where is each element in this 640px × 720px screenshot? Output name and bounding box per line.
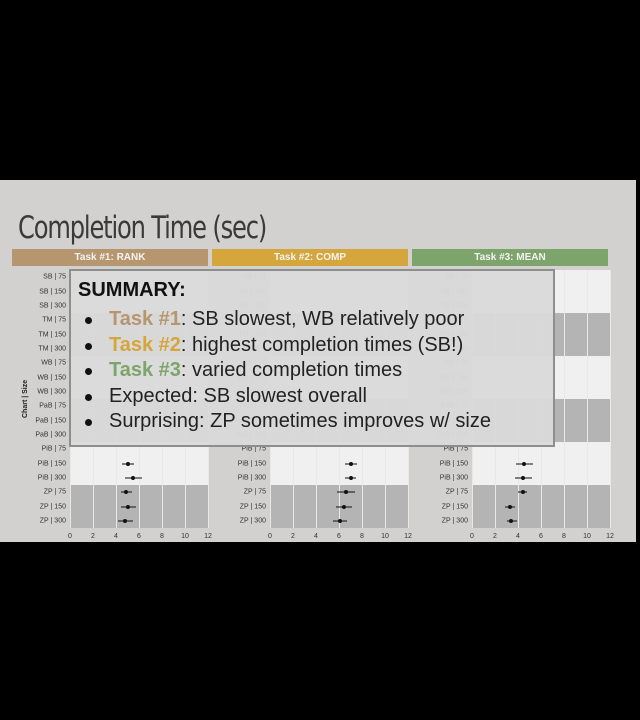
category-label: WB | 150 [37, 374, 66, 381]
x-tick-label: 12 [404, 533, 412, 540]
category-label: ZP | 150 [39, 503, 66, 510]
category-label: ZP | 300 [39, 517, 66, 525]
mean-point [507, 504, 512, 509]
presentation-slide: Completion Time (sec) Task #1: RANK Task… [0, 180, 636, 542]
category-label: ZP | 150 [239, 503, 266, 510]
x-tick-label: 10 [181, 533, 189, 540]
task1-name: Task #1 [109, 308, 181, 330]
x-tick-label: 10 [583, 533, 591, 540]
gridline [610, 270, 611, 528]
x-tick-label: 8 [562, 533, 566, 540]
category-label: PaB | 300 [35, 431, 66, 439]
category-label: PiB | 150 [37, 460, 66, 467]
category-label: PaB | 150 [35, 417, 66, 424]
x-tick-label: 6 [539, 533, 543, 540]
gridline [564, 270, 565, 528]
category-label: PiB | 150 [439, 460, 468, 467]
category-label: SB | 75 [43, 273, 66, 281]
mean-point [131, 475, 136, 480]
category-label: ZP | 150 [441, 503, 468, 510]
mean-point [341, 504, 346, 509]
x-tick-label: 4 [516, 533, 520, 540]
category-label: PiB | 75 [241, 445, 266, 453]
mean-point [520, 490, 525, 495]
category-label: TM | 75 [42, 316, 66, 324]
summary-item-text: : SB slowest, WB relatively poor [180, 308, 465, 330]
mean-point [125, 461, 130, 466]
mean-point [348, 461, 353, 466]
x-tick-label: 2 [493, 533, 497, 540]
summary-item-surprising: Surprising: ZP sometimes improves w/ siz… [83, 409, 491, 435]
x-tick-label: 4 [114, 533, 118, 540]
category-label: PiB | 300 [439, 474, 468, 482]
mean-point [123, 518, 128, 523]
slide-title: Completion Time (sec) [18, 210, 267, 246]
mean-point [124, 490, 129, 495]
x-tick-label: 4 [314, 533, 318, 540]
summary-callout: SUMMARY: Task #1: SB slowest, WB relativ… [69, 269, 555, 447]
x-tick-label: 8 [360, 533, 364, 540]
category-label: ZP | 75 [445, 488, 468, 496]
summary-item-task3: Task #3: varied completion times [83, 358, 491, 384]
x-tick-label: 6 [137, 533, 141, 540]
summary-item-text: Surprising: ZP sometimes improves w/ siz… [109, 410, 491, 432]
category-label: ZP | 300 [441, 517, 468, 525]
category-label: PiB | 300 [237, 474, 266, 482]
mean-point [520, 475, 525, 480]
summary-item-text: : varied completion times [180, 359, 403, 381]
category-label: WB | 75 [41, 359, 66, 367]
mean-point [348, 475, 353, 480]
mean-point [509, 518, 514, 523]
category-label: PiB | 150 [237, 460, 266, 467]
x-tick-label: 12 [606, 533, 614, 540]
mean-point [343, 490, 348, 495]
category-label: TM | 300 [38, 345, 67, 353]
summary-list: Task #1: SB slowest, WB relatively poor … [83, 307, 491, 435]
category-label: PiB | 300 [37, 474, 66, 482]
summary-item-expected: Expected: SB slowest overall [83, 384, 491, 410]
x-tick-label: 2 [91, 533, 95, 540]
task3-header: Task #3: MEAN [412, 249, 608, 266]
x-tick-label: 10 [381, 533, 389, 540]
mean-point [521, 461, 526, 466]
summary-heading: SUMMARY: [78, 279, 186, 301]
mean-point [125, 504, 130, 509]
task1-header: Task #1: RANK [12, 249, 208, 266]
category-label: SB | 150 [39, 288, 66, 295]
x-tick-label: 0 [470, 533, 474, 540]
category-label: ZP | 300 [239, 517, 266, 525]
category-label: PiB | 75 [443, 445, 468, 453]
category-label: PiB | 75 [41, 445, 66, 453]
y-axis-label: Chart | Size [22, 379, 29, 418]
x-tick-label: 6 [337, 533, 341, 540]
category-label: PaB | 75 [39, 402, 66, 410]
category-label: SB | 300 [39, 302, 66, 310]
summary-item-task2: Task #2: highest completion times (SB!) [83, 333, 491, 359]
x-tick-label: 0 [268, 533, 272, 540]
summary-item-text: : highest completion times (SB!) [180, 333, 464, 356]
gridline [587, 270, 588, 528]
task3-name: Task #3 [109, 359, 181, 381]
task2-name: Task #2 [109, 333, 181, 356]
summary-item-task1: Task #1: SB slowest, WB relatively poor [83, 307, 491, 333]
category-label: ZP | 75 [43, 488, 66, 496]
x-tick-label: 12 [204, 533, 212, 540]
category-label: WB | 300 [37, 388, 66, 396]
task2-header: Task #2: COMP [212, 249, 408, 266]
x-tick-label: 2 [291, 533, 295, 540]
summary-item-text: Expected: SB slowest overall [109, 384, 367, 407]
x-tick-label: 8 [160, 533, 164, 540]
category-label: ZP | 75 [243, 488, 266, 496]
category-label: TM | 150 [38, 331, 67, 338]
x-tick-label: 0 [68, 533, 72, 540]
mean-point [338, 518, 343, 523]
